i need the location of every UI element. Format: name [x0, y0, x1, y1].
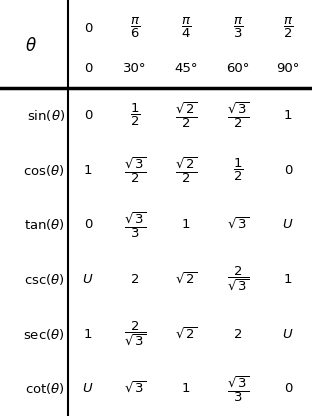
Text: 0: 0 [84, 62, 92, 75]
Text: $\mathit{U}$: $\mathit{U}$ [282, 327, 294, 341]
Text: $\dfrac{2}{\sqrt{3}}$: $\dfrac{2}{\sqrt{3}}$ [124, 320, 146, 348]
Text: $\theta$: $\theta$ [25, 37, 37, 55]
Text: $\dfrac{\sqrt{3}}{3}$: $\dfrac{\sqrt{3}}{3}$ [227, 374, 249, 404]
Text: $\dfrac{\pi}{3}$: $\dfrac{\pi}{3}$ [233, 16, 243, 40]
Text: $\tan(\theta)$: $\tan(\theta)$ [24, 217, 65, 232]
Text: 60°: 60° [226, 62, 250, 75]
Text: 0: 0 [84, 22, 92, 35]
Text: 1: 1 [284, 273, 292, 286]
Text: 1: 1 [182, 218, 190, 231]
Text: 1: 1 [284, 109, 292, 122]
Text: $\cot(\theta)$: $\cot(\theta)$ [25, 381, 65, 396]
Text: $\sqrt{3}$: $\sqrt{3}$ [124, 381, 146, 396]
Text: 1: 1 [84, 327, 92, 341]
Text: 1: 1 [182, 382, 190, 395]
Text: 30°: 30° [123, 62, 147, 75]
Text: $\dfrac{\pi}{2}$: $\dfrac{\pi}{2}$ [283, 16, 293, 40]
Text: 0: 0 [84, 218, 92, 231]
Text: $\sqrt{3}$: $\sqrt{3}$ [227, 217, 249, 232]
Text: $\dfrac{\pi}{4}$: $\dfrac{\pi}{4}$ [181, 16, 191, 40]
Text: 45°: 45° [174, 62, 198, 75]
Text: $\dfrac{\sqrt{3}}{2}$: $\dfrac{\sqrt{3}}{2}$ [227, 100, 249, 130]
Text: $\dfrac{1}{2}$: $\dfrac{1}{2}$ [233, 157, 243, 183]
Text: $\cos(\theta)$: $\cos(\theta)$ [23, 163, 65, 178]
Text: 2: 2 [234, 327, 242, 341]
Text: 1: 1 [84, 163, 92, 176]
Text: $\sqrt{2}$: $\sqrt{2}$ [175, 272, 197, 287]
Text: 0: 0 [84, 109, 92, 122]
Text: $\dfrac{\sqrt{2}}{2}$: $\dfrac{\sqrt{2}}{2}$ [175, 155, 197, 185]
Text: $\dfrac{\sqrt{3}}{3}$: $\dfrac{\sqrt{3}}{3}$ [124, 210, 146, 240]
Text: $\csc(\theta)$: $\csc(\theta)$ [24, 272, 65, 287]
Text: $\mathit{U}$: $\mathit{U}$ [82, 382, 94, 395]
Text: $\dfrac{\sqrt{2}}{2}$: $\dfrac{\sqrt{2}}{2}$ [175, 100, 197, 130]
Text: 0: 0 [284, 382, 292, 395]
Text: $\mathit{U}$: $\mathit{U}$ [82, 273, 94, 286]
Text: 2: 2 [131, 273, 139, 286]
Text: $\dfrac{\sqrt{3}}{2}$: $\dfrac{\sqrt{3}}{2}$ [124, 155, 146, 185]
Text: $\mathit{U}$: $\mathit{U}$ [282, 218, 294, 231]
Text: $\sec(\theta)$: $\sec(\theta)$ [23, 327, 65, 342]
Text: 90°: 90° [276, 62, 300, 75]
Text: $\sqrt{2}$: $\sqrt{2}$ [175, 327, 197, 342]
Text: $\dfrac{1}{2}$: $\dfrac{1}{2}$ [130, 102, 140, 129]
Text: $\dfrac{\pi}{6}$: $\dfrac{\pi}{6}$ [130, 16, 140, 40]
Text: 0: 0 [284, 163, 292, 176]
Text: $\dfrac{2}{\sqrt{3}}$: $\dfrac{2}{\sqrt{3}}$ [227, 265, 249, 294]
Text: $\sin(\theta)$: $\sin(\theta)$ [27, 108, 65, 123]
